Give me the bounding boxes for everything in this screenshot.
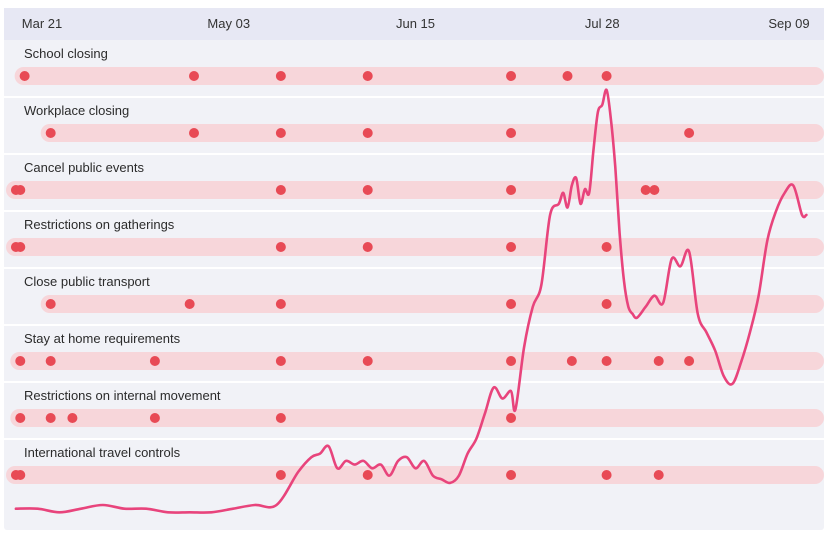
event-dot[interactable] [275,128,286,138]
event-dot[interactable] [45,356,56,366]
event-dot[interactable] [149,356,160,366]
x-axis-header [4,8,824,40]
event-dot[interactable] [362,470,373,480]
event-dot[interactable] [506,128,517,138]
x-tick-label: Jul 28 [585,16,620,31]
event-dot[interactable] [15,413,26,423]
trend-line [14,88,808,514]
event-dot[interactable] [684,128,695,138]
event-dot[interactable] [275,299,286,309]
event-dot[interactable] [506,71,517,81]
event-dot[interactable] [653,470,664,480]
event-dot[interactable] [45,413,56,423]
event-dot[interactable] [506,185,517,195]
event-dot[interactable] [640,185,651,195]
event-dot[interactable] [601,299,612,309]
row-bar [10,352,824,370]
row-label: Restrictions on gatherings [24,217,175,232]
row-bar [40,295,825,313]
row-label: Cancel public events [24,160,144,175]
event-dot[interactable] [275,413,286,423]
event-dot[interactable] [506,299,517,309]
event-dot[interactable] [601,71,612,81]
event-dot[interactable] [275,71,286,81]
event-dot[interactable] [362,242,373,252]
event-dot[interactable] [15,185,26,195]
event-dot[interactable] [45,128,56,138]
event-dot[interactable] [362,356,373,366]
event-dot[interactable] [19,71,30,81]
event-dot[interactable] [15,470,26,480]
row-label: Workplace closing [24,103,129,118]
event-dot[interactable] [506,242,517,252]
event-dot[interactable] [653,356,664,366]
event-dot[interactable] [362,71,373,81]
row-bar [6,181,824,199]
event-dot[interactable] [275,185,286,195]
event-dot[interactable] [601,470,612,480]
event-dot[interactable] [649,185,660,195]
event-dot[interactable] [189,128,200,138]
event-dot[interactable] [506,356,517,366]
event-dot[interactable] [275,242,286,252]
rows-layer: School closing Workplace closing Cancel pu… [4,46,825,484]
x-tick-label: Jun 15 [396,16,435,31]
event-dot[interactable] [184,299,195,309]
trend-layer [14,88,808,514]
x-tick-label: May 03 [207,16,250,31]
row-label: Close public transport [24,274,150,289]
event-dot[interactable] [506,413,517,423]
x-tick-label: Mar 21 [22,16,62,31]
row-bar [14,67,824,85]
row-bar [6,466,824,484]
event-dot[interactable] [566,356,577,366]
x-axis-ticks: Mar 21 May 03 Jun 15 Jul 28 Sep 09 [22,16,810,31]
row-label: School closing [24,46,108,61]
event-dot[interactable] [362,185,373,195]
event-dot[interactable] [562,71,573,81]
event-dot[interactable] [189,71,200,81]
row-bar [6,238,824,256]
event-dot[interactable] [362,128,373,138]
event-dot[interactable] [275,470,286,480]
row-bar [40,124,825,142]
row-label: International travel controls [24,445,181,460]
event-dot[interactable] [149,413,160,423]
event-dot[interactable] [275,356,286,366]
row-label: Restrictions on internal movement [24,388,221,403]
event-dot[interactable] [45,299,56,309]
event-dot[interactable] [684,356,695,366]
x-tick-label: Sep 09 [768,16,809,31]
event-dot[interactable] [601,356,612,366]
row-bar [10,409,824,427]
event-dot[interactable] [506,470,517,480]
event-dot[interactable] [15,242,26,252]
event-dot[interactable] [601,242,612,252]
event-dot[interactable] [67,413,78,423]
event-dot[interactable] [15,356,26,366]
row-label: Stay at home requirements [24,331,181,346]
